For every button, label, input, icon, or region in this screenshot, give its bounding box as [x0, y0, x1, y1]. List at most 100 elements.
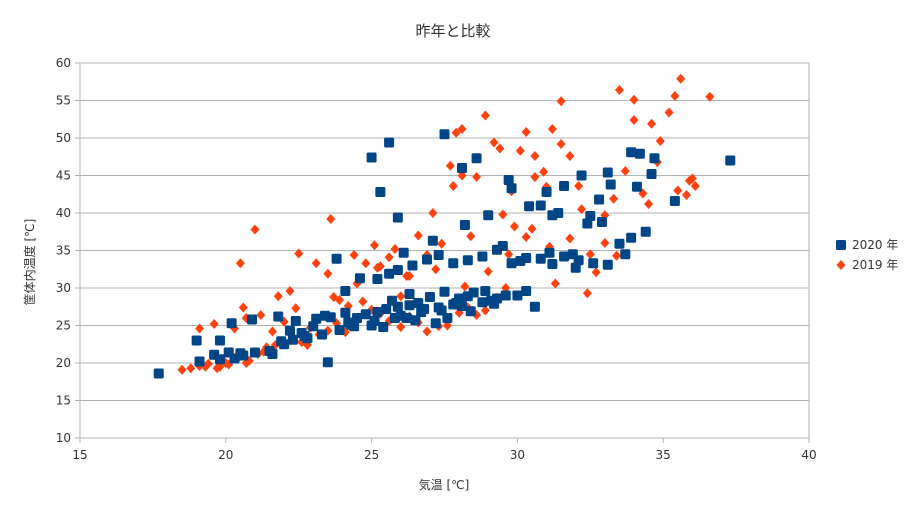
data-point-square [249, 347, 260, 358]
data-point-square [541, 187, 552, 197]
data-point-square [480, 286, 491, 296]
y-tick-label: 40 [56, 206, 71, 220]
data-point-diamond [655, 136, 665, 146]
data-point-diamond [466, 231, 476, 242]
data-point-square [506, 183, 517, 194]
data-point-square [596, 217, 607, 227]
data-point-diamond [629, 94, 639, 105]
data-point-diamond [504, 249, 514, 260]
data-point-square [214, 354, 225, 365]
y-tick-label: 30 [56, 281, 71, 295]
data-point-diamond [472, 172, 482, 182]
data-point-square [194, 356, 205, 367]
data-point-square [331, 253, 342, 264]
data-point-diamond [323, 268, 333, 279]
data-point-square [477, 297, 488, 308]
data-point-diamond [195, 323, 205, 334]
data-point-diamond [664, 107, 674, 118]
data-point-square [427, 235, 438, 246]
data-point-square [439, 129, 450, 140]
y-tick-label: 55 [56, 94, 71, 108]
data-point-diamond [311, 258, 321, 269]
data-point-diamond [256, 310, 266, 320]
data-point-diamond [705, 91, 715, 102]
data-point-square [634, 148, 645, 159]
data-point-diamond [515, 145, 525, 156]
data-point-square [448, 258, 459, 269]
data-point-diamond [203, 358, 213, 369]
data-point-square [290, 316, 301, 326]
data-point-diamond [250, 224, 260, 235]
data-point-diamond [428, 208, 438, 218]
data-point-square [605, 179, 616, 190]
data-point-square [465, 306, 476, 317]
data-point-square [247, 314, 258, 325]
data-point-square [614, 238, 625, 249]
data-point-square [284, 325, 295, 336]
data-point-square [311, 313, 322, 324]
data-point-square [276, 336, 287, 347]
legend: 2020 年 2019 年 [836, 238, 898, 272]
data-point-diamond [690, 181, 700, 191]
data-point-square [287, 334, 298, 345]
data-point-diamond [235, 258, 245, 269]
data-point-square [576, 170, 587, 181]
data-point-diamond [629, 115, 639, 125]
data-point-diamond [556, 139, 566, 149]
data-point-diamond [384, 252, 394, 263]
legend-label: 2019 年 [852, 258, 898, 272]
data-point-diamond [294, 248, 304, 259]
data-point-square [273, 311, 284, 322]
data-point-diamond [556, 96, 566, 107]
data-points [153, 73, 736, 379]
data-point-square [626, 232, 637, 243]
data-point-square [521, 286, 532, 296]
data-point-diamond [390, 244, 400, 254]
data-point-diamond [422, 326, 432, 337]
data-point-diamond [530, 151, 540, 161]
data-point-square [483, 210, 494, 221]
data-point-diamond [291, 303, 301, 314]
data-point-square [594, 194, 605, 205]
x-axis-label: 気温 [℃] [419, 477, 470, 492]
data-point-diamond [402, 271, 412, 281]
data-point-diamond [609, 193, 619, 204]
y-tick-label: 50 [56, 131, 71, 145]
legend-marker-diamond [836, 260, 846, 270]
data-point-diamond [585, 249, 595, 260]
data-point-square [226, 318, 237, 329]
gridlines [80, 62, 809, 439]
data-point-diamond [620, 166, 630, 176]
data-point-diamond [614, 85, 624, 95]
data-point-square [436, 305, 447, 316]
x-tick-label: 15 [72, 448, 87, 462]
data-point-square [369, 316, 380, 326]
data-point-square [462, 255, 473, 266]
data-point-diamond [329, 292, 339, 302]
data-point-diamond [480, 305, 490, 316]
data-point-diamond [565, 151, 575, 161]
data-point-diamond [396, 291, 406, 302]
data-point-square [570, 262, 581, 273]
data-point-square [340, 286, 351, 296]
data-point-diamond [687, 173, 697, 184]
y-tick-label: 15 [56, 394, 71, 408]
x-tick-label: 20 [218, 448, 233, 462]
data-point-square [346, 319, 357, 330]
chart-title: 昨年と比較 [415, 22, 490, 40]
data-point-square [340, 307, 351, 318]
data-point-square [366, 152, 377, 163]
data-point-square [582, 218, 593, 229]
data-point-square [524, 201, 535, 212]
y-tick-label: 45 [56, 169, 71, 183]
data-point-diamond [370, 240, 380, 251]
data-point-square [506, 258, 517, 269]
data-point-square [433, 250, 444, 260]
data-point-diamond [267, 326, 277, 337]
data-point-square [392, 212, 403, 223]
series-2019 [177, 73, 715, 375]
data-point-diamond [670, 91, 680, 101]
data-point-diamond [273, 291, 283, 302]
data-point-square [392, 301, 403, 312]
data-point-diamond [451, 127, 461, 138]
